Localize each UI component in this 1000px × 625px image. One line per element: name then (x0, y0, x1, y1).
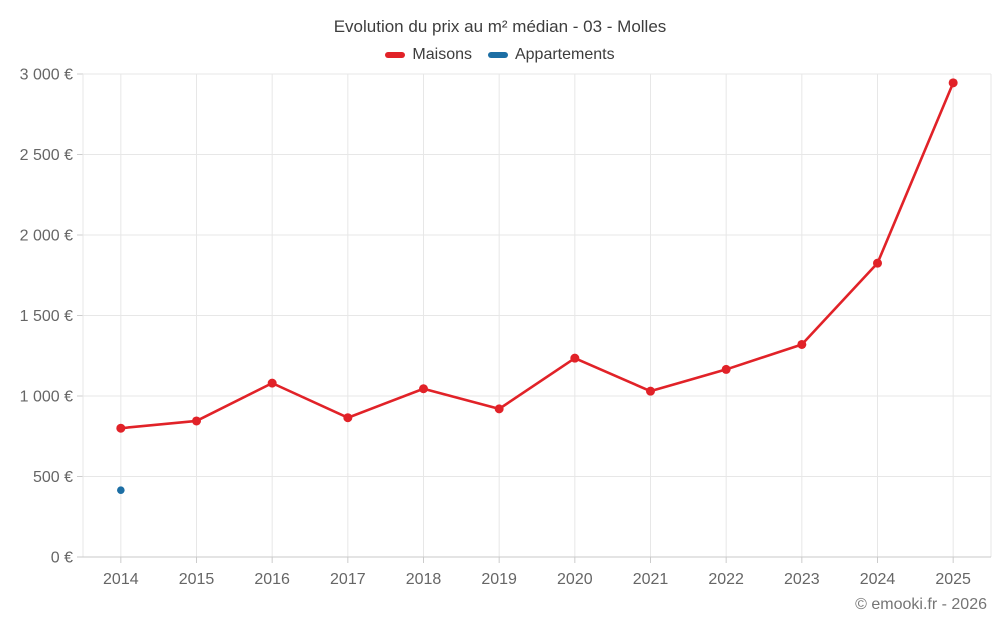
data-point-maisons (721, 364, 731, 374)
x-axis-label: 2019 (481, 571, 517, 588)
legend-label-maisons: Maisons (412, 46, 472, 63)
legend-item-maisons[interactable]: Maisons (385, 46, 472, 64)
legend: Maisons Appartements (0, 46, 1000, 64)
x-axis-label: 2021 (633, 571, 669, 588)
data-point-maisons (570, 353, 580, 363)
data-point-maisons (343, 413, 353, 423)
y-axis-label: 0 € (51, 550, 73, 567)
x-axis-label: 2014 (103, 571, 139, 588)
y-axis-label: 2 000 € (20, 228, 73, 245)
series-line-maisons (119, 81, 955, 430)
x-axis-label: 2020 (557, 571, 593, 588)
appartements-series-swatch-icon (487, 52, 508, 58)
x-axis-label: 2024 (860, 571, 896, 588)
y-axis-label: 2 500 € (20, 147, 73, 164)
x-axis-label: 2022 (708, 571, 744, 588)
x-axis-label: 2015 (179, 571, 215, 588)
legend-label-appartements: Appartements (514, 46, 615, 63)
x-axis-label: 2025 (935, 571, 971, 588)
chart-title: Evolution du prix au m² médian - 03 - Mo… (333, 17, 667, 36)
x-axis-label: 2023 (784, 571, 820, 588)
data-point-maisons (646, 386, 655, 396)
y-axis-label: 1 000 € (20, 389, 73, 406)
y-axis-label: 1 500 € (20, 308, 73, 325)
data-point-maisons (419, 384, 428, 394)
legend-item-appartements[interactable]: Appartements (487, 46, 615, 64)
x-axis-label: 2018 (406, 571, 442, 588)
x-axis-label: 2017 (330, 571, 366, 588)
data-point-maisons (267, 378, 277, 388)
data-point-maisons (948, 78, 958, 88)
copyright-credit: © emooki.fr - 2026 (855, 596, 987, 613)
data-point-maisons (494, 404, 504, 414)
data-point-maisons (192, 416, 201, 426)
y-axis-label: 3 000 € (20, 67, 73, 84)
data-point-maisons (116, 423, 126, 433)
maisons-series-swatch-icon (385, 52, 406, 58)
y-axis-label: 500 € (33, 469, 73, 486)
data-point-appartements (117, 486, 125, 494)
data-point-maisons (873, 258, 882, 268)
data-point-maisons (797, 339, 807, 349)
x-axis-label: 2016 (254, 571, 290, 588)
